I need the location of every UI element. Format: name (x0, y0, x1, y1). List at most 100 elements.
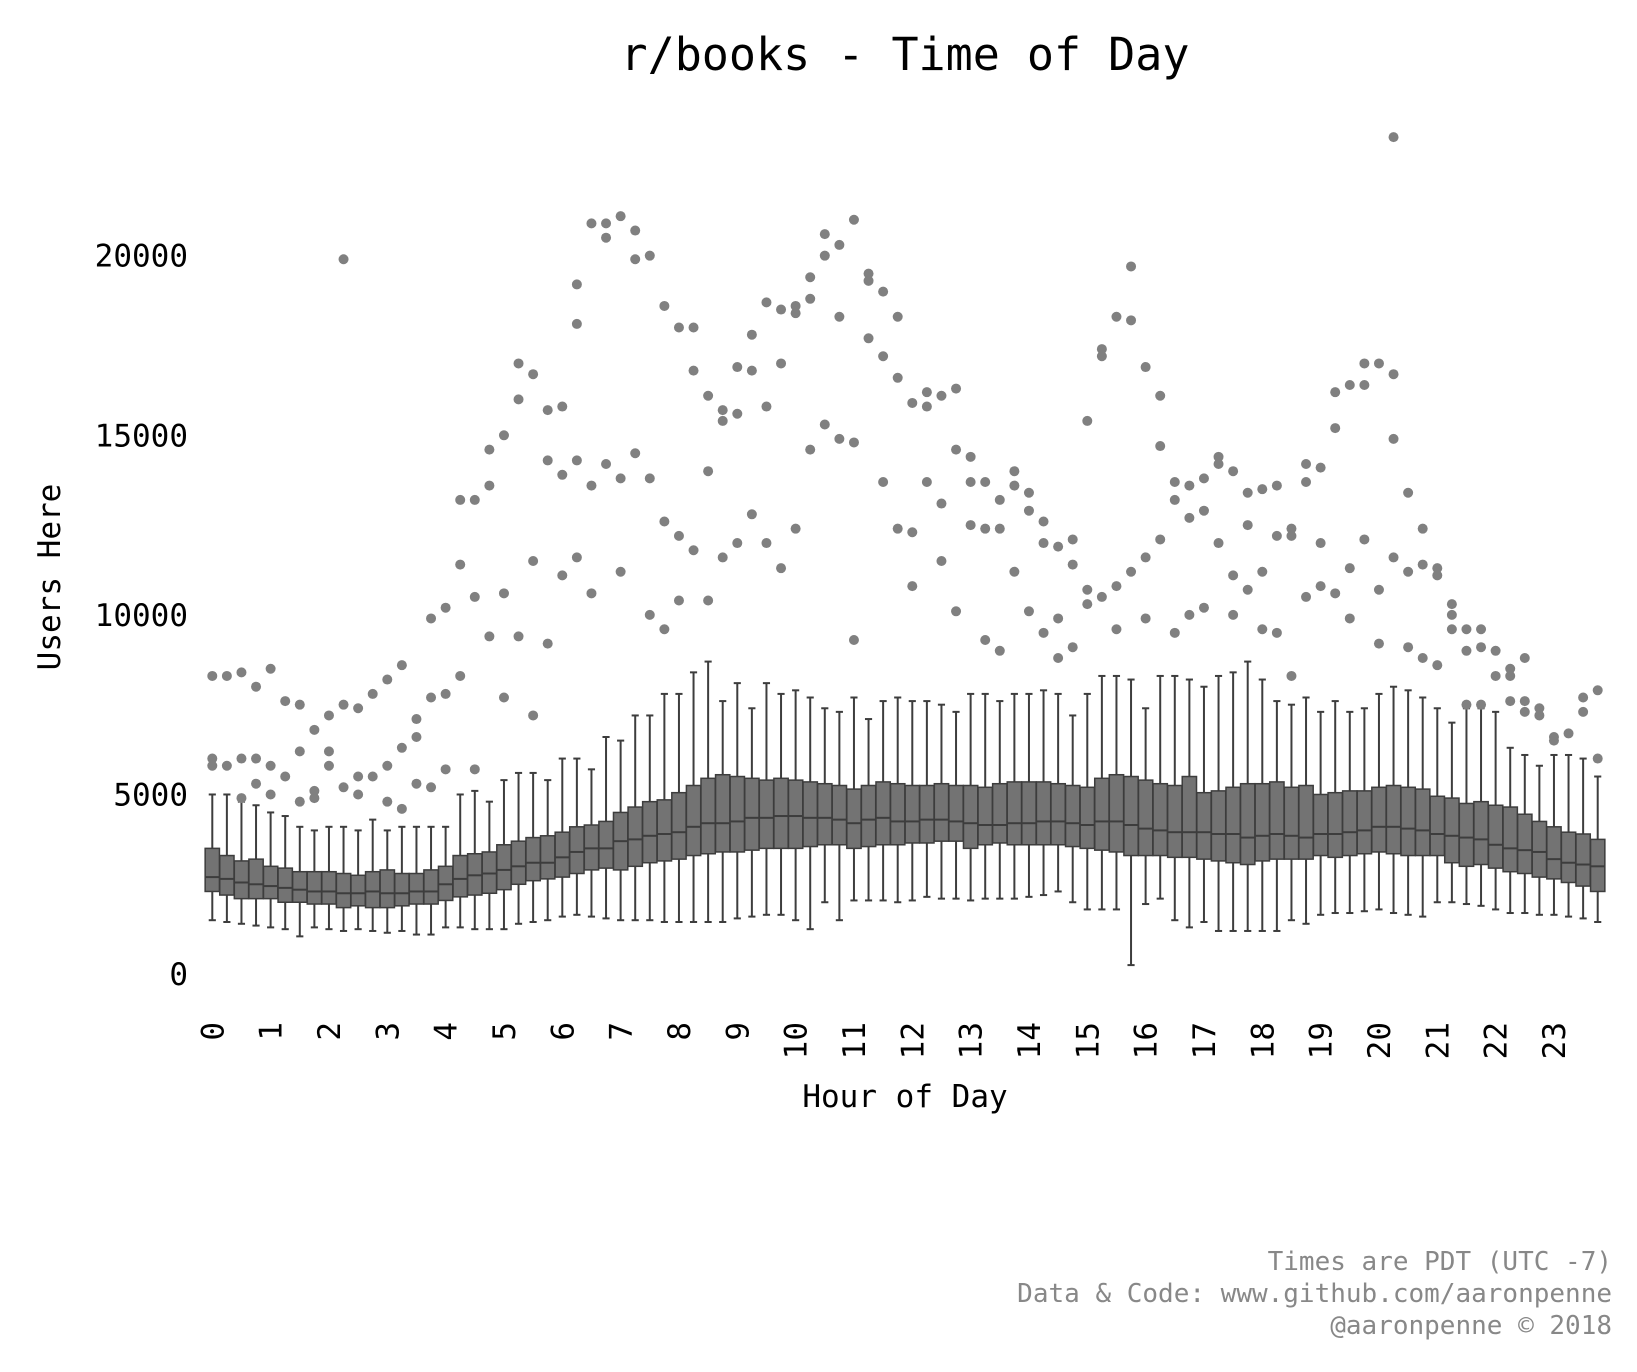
outlier (309, 793, 320, 804)
box (1414, 788, 1431, 857)
outlier (746, 509, 757, 520)
outlier (1563, 728, 1574, 739)
outlier (557, 401, 568, 412)
box (393, 872, 410, 907)
box (1268, 781, 1285, 860)
outlier (761, 297, 772, 308)
outlier (1038, 516, 1049, 527)
outlier (542, 638, 553, 649)
outlier (834, 433, 845, 444)
box (1531, 820, 1548, 878)
outlier (732, 362, 743, 373)
box (1196, 791, 1212, 860)
outlier (630, 225, 641, 236)
outlier (921, 476, 932, 487)
outlier (236, 753, 247, 764)
box (714, 773, 731, 853)
outlier (805, 272, 816, 283)
box (1516, 813, 1533, 875)
outlier (1373, 358, 1384, 369)
outlier (1111, 624, 1122, 635)
outlier (455, 670, 466, 681)
outlier (1301, 591, 1312, 602)
box (1356, 790, 1373, 855)
box (1443, 797, 1460, 864)
outlier (1242, 520, 1253, 531)
outlier (688, 365, 699, 376)
outlier (1403, 566, 1414, 577)
outlier (630, 448, 641, 459)
outlier (921, 387, 932, 398)
outlier (1184, 512, 1195, 523)
outlier (659, 300, 670, 311)
box (816, 782, 833, 846)
outlier (309, 724, 320, 735)
outlier (251, 753, 262, 764)
outlier (528, 710, 539, 721)
outlier (1184, 609, 1195, 620)
outlier (776, 358, 787, 369)
footer-note: @aaronpenne © 2018 (1330, 1311, 1612, 1341)
outlier (994, 523, 1005, 534)
outlier (863, 333, 874, 344)
outlier (498, 692, 509, 703)
outlier (469, 764, 480, 775)
outlier (1359, 379, 1370, 390)
box (773, 777, 789, 850)
box (1181, 775, 1198, 859)
outlier (601, 232, 612, 243)
outlier (280, 771, 291, 782)
outlier (907, 527, 918, 538)
box (1166, 784, 1183, 859)
box (743, 777, 760, 851)
box (1210, 790, 1227, 862)
outlier (936, 498, 947, 509)
outlier (426, 692, 437, 703)
x-tick-label: 17 (1187, 1022, 1223, 1059)
box (1371, 786, 1387, 853)
outlier (440, 602, 451, 613)
outlier (1126, 566, 1137, 577)
outlier (1519, 706, 1530, 717)
outlier (1213, 451, 1224, 462)
outlier (411, 714, 422, 725)
box (1239, 782, 1256, 866)
box (496, 844, 512, 891)
outlier (805, 444, 816, 455)
outlier (1432, 570, 1443, 581)
x-tick-label: 1 (254, 1022, 290, 1041)
outlier (936, 556, 947, 566)
outlier (630, 254, 641, 265)
outlier (1417, 523, 1428, 534)
box (1312, 793, 1329, 857)
box (656, 799, 673, 862)
outlier (1271, 530, 1282, 541)
outlier (1213, 538, 1224, 549)
x-tick-label: 12 (895, 1022, 931, 1059)
box (452, 854, 469, 898)
outlier (1053, 541, 1064, 552)
outlier (1257, 484, 1268, 495)
outlier (703, 466, 714, 477)
box (860, 784, 877, 848)
outlier (251, 778, 262, 789)
outlier (513, 358, 524, 369)
x-tick-label: 4 (429, 1022, 465, 1041)
outlier (1476, 642, 1487, 653)
outlier (761, 401, 772, 412)
x-tick-label: 16 (1129, 1022, 1165, 1059)
outlier (1476, 624, 1487, 635)
box (685, 784, 702, 857)
outlier (776, 563, 787, 574)
outlier (980, 523, 991, 534)
outlier (1315, 462, 1326, 473)
outlier (1111, 311, 1122, 322)
box (568, 826, 585, 875)
outlier (878, 351, 889, 362)
box (962, 784, 979, 850)
box (627, 806, 644, 868)
outlier (732, 538, 743, 549)
outlier (1082, 584, 1093, 595)
outlier (1023, 505, 1034, 516)
box (889, 782, 906, 846)
